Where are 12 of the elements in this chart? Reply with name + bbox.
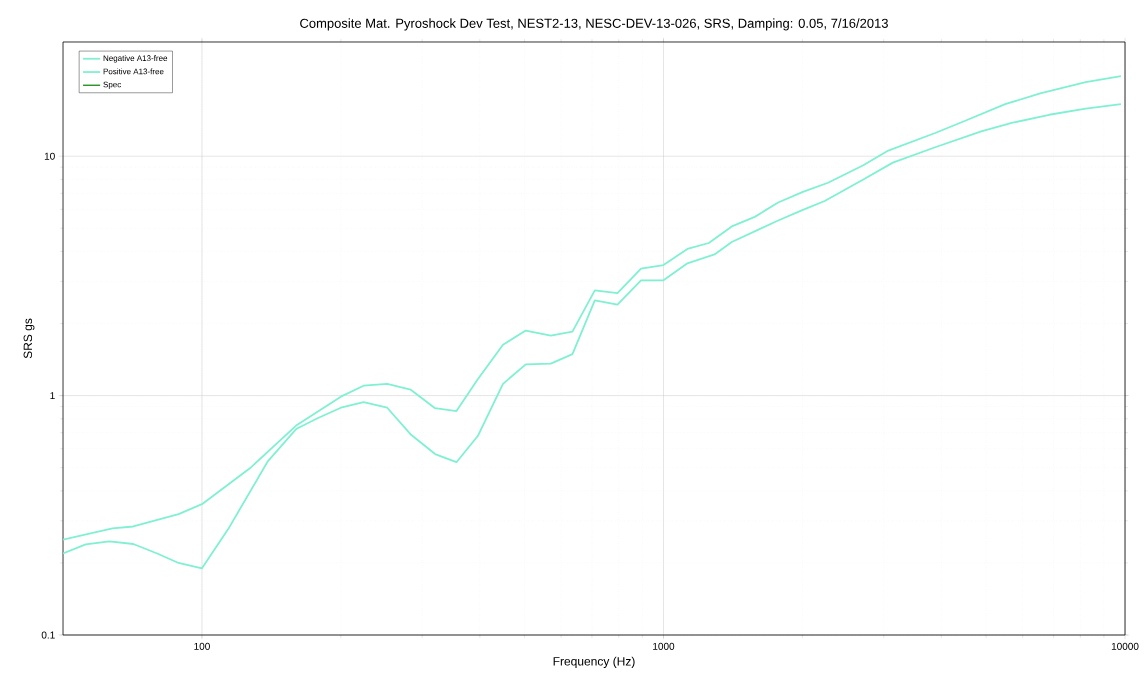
y-axis-title: SRS gs (23, 318, 35, 359)
x-tick-label: 100 (194, 642, 210, 650)
legend-label: Spec (103, 81, 122, 89)
y-tick-label: 1 (50, 392, 55, 400)
y-tick-label: 0.1 (41, 631, 55, 639)
y-tick-label: 10 (44, 152, 55, 160)
legend-label: Negative A13-free (103, 55, 168, 63)
x-axis-title: Frequency (Hz) (553, 656, 635, 668)
x-tick-label: 1000 (653, 642, 675, 650)
chart-title: Composite Mat. Pyroshock Dev Test, NEST2-13, NESC-DEV-13-026, SRS, Damping: 0.05, 7/16/2013 (300, 18, 888, 31)
legend-label: Positive A13-free (103, 68, 164, 75)
x-tick-label: 10000 (1111, 642, 1139, 650)
